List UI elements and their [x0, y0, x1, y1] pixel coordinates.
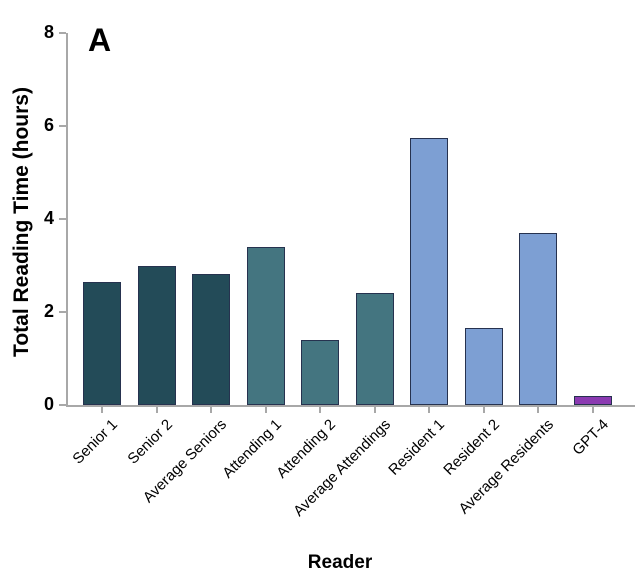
y-tick-label-2: 2	[43, 301, 54, 321]
x-tick-mark	[591, 407, 594, 413]
y-tick-label-6: 6	[43, 115, 54, 135]
bar-resident-1	[410, 137, 449, 405]
y-tick-mark	[59, 125, 66, 127]
bar-senior-2	[137, 265, 176, 405]
y-tick-mark	[59, 404, 66, 406]
y-axis-line	[66, 33, 68, 405]
x-tick-mark	[101, 407, 103, 413]
x-tick-mark	[428, 407, 431, 413]
y-tick-mark	[59, 218, 66, 220]
bar-resident-2	[464, 328, 503, 405]
panel-label: A	[88, 22, 112, 58]
x-tick-mark	[319, 407, 322, 413]
bar-attending-1	[246, 246, 285, 405]
bar-average-residents	[519, 232, 558, 405]
x-tick-mark	[155, 407, 158, 413]
y-tick-mark	[59, 32, 66, 34]
x-tick-mark	[537, 407, 540, 413]
y-tick-mark	[59, 311, 66, 313]
bar-average-attendings	[355, 293, 394, 405]
y-tick-label-8: 8	[43, 22, 54, 42]
x-tick-mark	[264, 407, 267, 413]
bar-attending-2	[301, 339, 340, 405]
y-tick-label-4: 4	[43, 208, 54, 228]
x-tick-mark	[482, 407, 485, 413]
bar-average-seniors	[192, 273, 231, 405]
y-tick-label-0: 0	[43, 394, 54, 414]
x-axis-title: Reader	[307, 552, 373, 573]
bar-senior-1	[83, 281, 121, 405]
x-axis-line	[66, 405, 635, 407]
x-tick-mark	[373, 407, 376, 413]
x-tick-mark	[210, 407, 213, 413]
bar-gpt-4	[573, 395, 612, 405]
